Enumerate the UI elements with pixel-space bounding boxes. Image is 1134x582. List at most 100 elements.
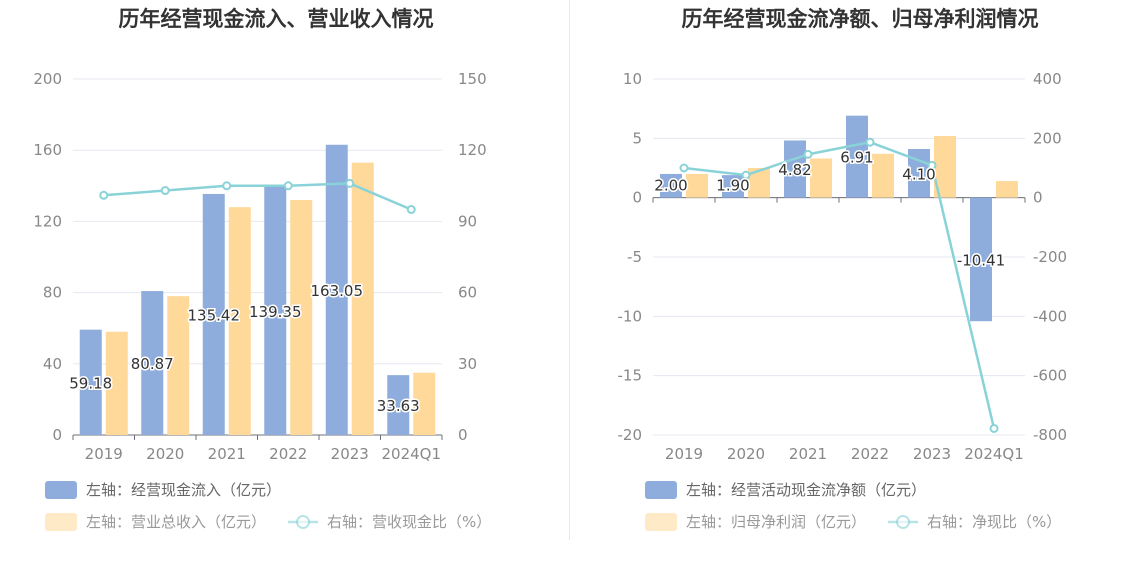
left-axis-tick-label: 0 [632, 189, 642, 207]
legend-swatch-marker [896, 515, 911, 529]
x-axis-tick-label: 2023 [331, 445, 369, 463]
left-axis-tick-label: 200 [33, 70, 62, 88]
line-point [283, 181, 293, 191]
bar-secondary [686, 173, 708, 198]
right-axis-tick-label: 0 [458, 426, 468, 444]
line-point [679, 163, 689, 173]
bar-primary [79, 329, 102, 435]
legend-swatch-primary [45, 481, 77, 499]
left-axis-tick-label: -5 [627, 248, 642, 266]
data-label: 4.82 [778, 161, 811, 179]
bar-secondary [996, 181, 1018, 198]
right-axis-tick-label: -800 [1033, 426, 1067, 444]
bar-primary [846, 115, 868, 198]
bar-secondary [748, 168, 770, 198]
legend-label: 左轴：经营现金流入（亿元） [86, 481, 281, 499]
x-axis-tick-label: 2020 [146, 445, 184, 463]
bar-secondary [413, 372, 436, 435]
line-point [989, 423, 999, 433]
data-label: 163.05 [311, 282, 364, 300]
right-axis-tick-label: 0 [1033, 189, 1043, 207]
data-label: 135.42 [188, 306, 241, 324]
left-axis-tick-label: 80 [43, 284, 62, 302]
bar-primary [722, 175, 744, 198]
x-axis-tick-label: 2021 [208, 445, 246, 463]
legend-label: 左轴：营业总收入（亿元） [86, 513, 266, 531]
right-axis-tick-label: -400 [1033, 307, 1067, 325]
bar-primary [141, 291, 164, 435]
left-axis-tick-label: -15 [618, 367, 643, 385]
line-point [865, 137, 875, 147]
bar-primary [202, 193, 225, 435]
legend-label: 右轴：净现比（%） [927, 513, 1061, 531]
right-axis-tick-label: 200 [1033, 129, 1062, 147]
legend-label: 右轴：营收现金比（%） [327, 513, 491, 531]
bar-primary [784, 140, 806, 198]
data-label: 2.00 [654, 177, 687, 195]
legend-swatch-secondary [45, 513, 77, 531]
line-point [803, 149, 813, 159]
legend-swatch-marker [296, 515, 311, 529]
line-point [222, 181, 232, 191]
series-line [103, 182, 412, 211]
bar-primary [660, 173, 682, 198]
chart-0: 0 40 80 120 160 200 0 30 60 90 120 150 2019 2020 2021 2… [33, 70, 491, 531]
data-label: 6.91 [840, 149, 873, 167]
bar-secondary [934, 135, 956, 198]
data-label: 4.10 [902, 165, 935, 183]
x-axis-tick-label: 2019 [85, 445, 123, 463]
line-point [160, 186, 170, 196]
data-label: 80.87 [131, 355, 174, 373]
bar-primary [908, 149, 930, 198]
left-axis-tick-label: 120 [33, 212, 62, 230]
x-axis-tick-label: 2024Q1 [964, 445, 1024, 463]
data-label: 33.63 [377, 397, 420, 415]
right-axis-tick-label: -200 [1033, 248, 1067, 266]
x-axis-tick-label: 2021 [789, 445, 827, 463]
x-axis-tick-label: 2024Q1 [381, 445, 441, 463]
data-label: 139.35 [249, 303, 302, 321]
bar-secondary [810, 158, 832, 198]
line-point [741, 170, 751, 180]
chart-title-left: 历年经营现金流入、营业收入情况 [118, 7, 434, 31]
right-axis-tick-label: 60 [458, 284, 477, 302]
bar-secondary [351, 162, 374, 435]
right-axis-tick-label: 90 [458, 212, 477, 230]
left-axis-tick-label: -20 [618, 426, 643, 444]
bar-secondary [872, 153, 894, 198]
bar-secondary [167, 296, 190, 435]
x-axis-tick-label: 2020 [727, 445, 765, 463]
x-axis-tick-label: 2022 [851, 445, 889, 463]
legend-swatch-primary [645, 481, 677, 499]
bar-primary [387, 375, 410, 435]
right-axis-tick-label: 150 [458, 70, 487, 88]
legend-label: 左轴：经营活动现金流净额（亿元） [686, 481, 926, 499]
line-point [927, 160, 937, 170]
left-axis-tick-label: -10 [618, 307, 643, 325]
line-point [345, 178, 355, 188]
left-axis-tick-label: 40 [43, 355, 62, 373]
line-point [99, 190, 109, 200]
left-axis-tick-label: 0 [52, 426, 62, 444]
bar-primary [264, 186, 287, 435]
right-axis-tick-label: 120 [458, 141, 487, 159]
series-line [683, 140, 996, 429]
x-axis-tick-label: 2019 [665, 445, 703, 463]
x-axis-tick-label: 2022 [269, 445, 307, 463]
data-label: 1.90 [716, 177, 749, 195]
chart-title-right: 历年经营现金流净额、归母净利润情况 [681, 7, 1039, 31]
legend-swatch-secondary [645, 513, 677, 531]
bar-secondary [228, 207, 251, 435]
right-axis-tick-label: 30 [458, 355, 477, 373]
bar-primary [325, 144, 348, 435]
legend-label: 左轴：归母净利润（亿元） [686, 513, 866, 531]
right-axis-tick-label: -600 [1033, 367, 1067, 385]
bar-secondary [105, 331, 128, 435]
bar-secondary [290, 200, 313, 435]
bar-primary [970, 197, 992, 322]
data-label: -10.41 [957, 251, 1005, 269]
chart-1: -20 -15 -10 -5 0 5 10 -800 -600 -400 -200 0 200 400 20… [618, 70, 1067, 531]
left-axis-tick-label: 10 [623, 70, 642, 88]
